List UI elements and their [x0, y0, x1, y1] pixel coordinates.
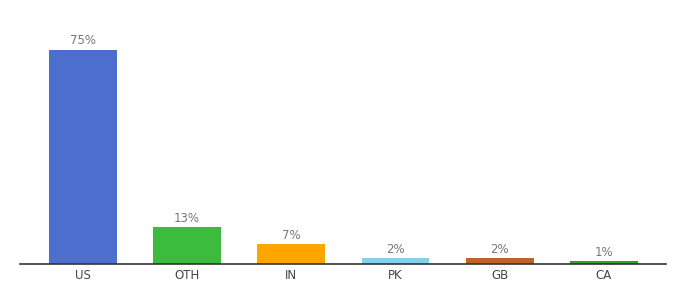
Bar	[466, 258, 534, 264]
Bar	[570, 261, 638, 264]
Text: 2%: 2%	[386, 243, 405, 256]
Bar	[258, 244, 325, 264]
Text: 75%: 75%	[70, 34, 96, 47]
Text: 2%: 2%	[490, 243, 509, 256]
Bar	[49, 50, 117, 264]
Text: 1%: 1%	[594, 246, 613, 259]
Bar	[153, 227, 221, 264]
Text: 13%: 13%	[174, 212, 200, 224]
Text: 7%: 7%	[282, 229, 301, 242]
Bar	[362, 258, 429, 264]
